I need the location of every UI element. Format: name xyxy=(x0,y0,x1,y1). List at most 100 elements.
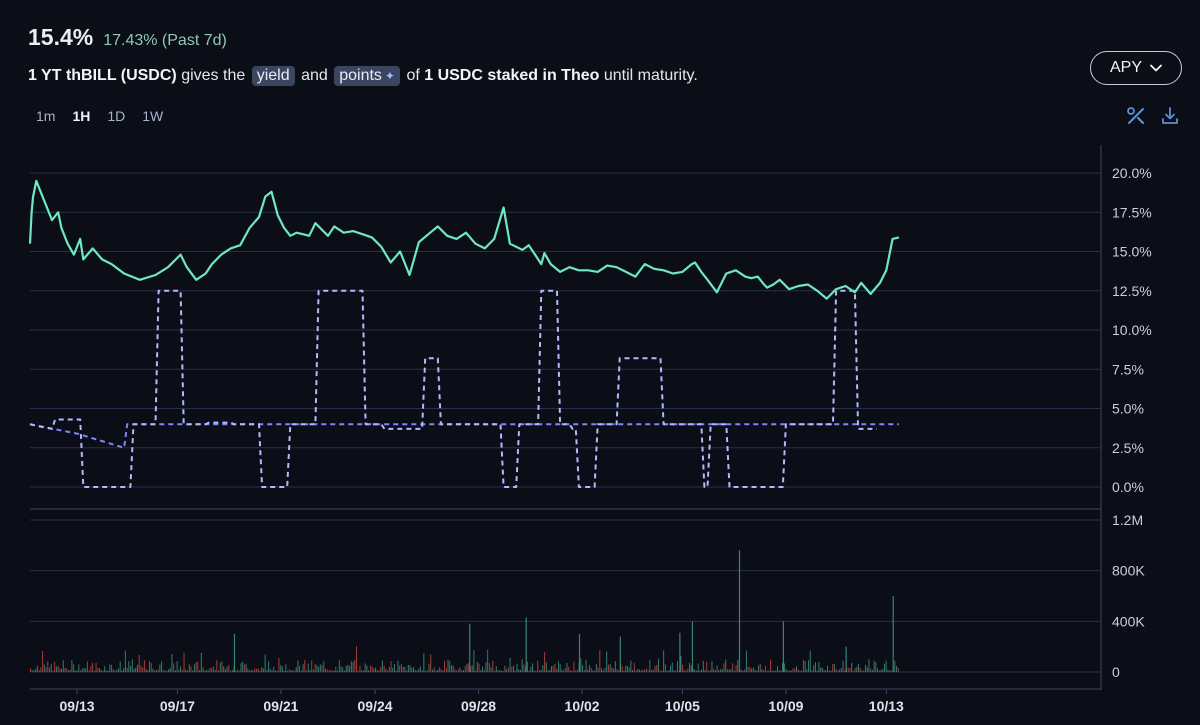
volume-bar xyxy=(851,662,853,672)
volume-bar xyxy=(274,670,276,672)
volume-bar xyxy=(388,666,390,672)
timeframe-1m[interactable]: 1m xyxy=(36,108,56,124)
y-tick-label: 12.5% xyxy=(1112,283,1152,299)
timeframe-1w[interactable]: 1W xyxy=(142,108,164,124)
volume-bar xyxy=(368,670,370,672)
volume-bar xyxy=(644,669,646,672)
volume-bar xyxy=(645,668,647,672)
volume-tick-label: 1.2M xyxy=(1112,512,1143,528)
metric-dropdown-label: APY xyxy=(1109,59,1142,76)
volume-bar xyxy=(173,663,175,672)
x-tick-label: 10/13 xyxy=(869,698,904,714)
volume-bar xyxy=(288,669,290,672)
volume-bar xyxy=(837,670,839,672)
metric-dropdown[interactable]: APY xyxy=(1090,51,1182,85)
volume-bar xyxy=(47,661,49,672)
volume-bar xyxy=(395,670,397,672)
volume-bar xyxy=(535,670,537,672)
volume-bar xyxy=(894,660,896,672)
volume-bar xyxy=(652,669,654,672)
volume-bar xyxy=(661,670,663,672)
volume-bar xyxy=(99,668,101,672)
volume-bar xyxy=(231,669,233,672)
volume-bar xyxy=(450,665,452,672)
points-pill[interactable]: points ✦ xyxy=(334,66,400,86)
volume-bar xyxy=(725,659,727,672)
volume-bar xyxy=(559,664,561,672)
chevron-down-icon xyxy=(1150,64,1162,72)
volume-bar xyxy=(112,669,114,672)
volume-bar xyxy=(871,669,873,672)
volume-bar xyxy=(126,667,128,672)
timeframe-1h[interactable]: 1H xyxy=(72,108,91,124)
volume-bar xyxy=(176,661,178,672)
volume-bar xyxy=(545,662,547,672)
volume-bar xyxy=(78,664,80,672)
volume-bar xyxy=(219,662,221,672)
volume-bar xyxy=(490,667,492,672)
volume-bar xyxy=(758,665,760,672)
volume-bar xyxy=(814,662,816,672)
timeframe-selector: 1m 1H 1D 1W xyxy=(36,108,163,124)
volume-bar xyxy=(54,661,56,672)
volume-bar xyxy=(50,663,52,672)
volume-bar xyxy=(475,670,477,672)
volume-bar xyxy=(521,659,523,672)
volume-bar xyxy=(616,669,618,672)
volume-bar xyxy=(613,668,615,672)
volume-bar xyxy=(513,665,515,672)
sparkle-icon: ✦ xyxy=(384,69,395,83)
volume-bar xyxy=(48,667,50,672)
volume-bar xyxy=(540,669,542,672)
volume-bar xyxy=(449,661,451,672)
volume-bar xyxy=(471,665,473,672)
volume-bar xyxy=(721,668,723,672)
volume-bar xyxy=(830,670,832,672)
volume-bar xyxy=(205,670,207,672)
volume-bar xyxy=(80,670,82,672)
y-tick-label: 20.0% xyxy=(1112,165,1152,181)
yield-pill[interactable]: yield xyxy=(251,66,295,86)
desc-text-1: gives the xyxy=(181,67,246,84)
volume-bar xyxy=(238,670,240,672)
volume-bar xyxy=(582,665,584,672)
volume-bar xyxy=(604,668,606,672)
volume-bar xyxy=(792,668,794,672)
volume-spike xyxy=(892,596,894,672)
volume-bar xyxy=(695,670,697,672)
tools-icon[interactable] xyxy=(1126,106,1146,126)
volume-bar xyxy=(378,670,380,672)
volume-bar xyxy=(459,667,461,672)
download-icon[interactable] xyxy=(1160,106,1180,126)
volume-bar xyxy=(839,669,841,672)
volume-bar xyxy=(435,670,437,672)
volume-bar xyxy=(566,662,568,672)
volume-bar xyxy=(668,670,670,672)
volume-bar xyxy=(773,670,775,672)
timeframe-1d[interactable]: 1D xyxy=(107,108,126,124)
volume-bar xyxy=(369,665,371,672)
volume-bar xyxy=(169,667,171,672)
volume-bar xyxy=(299,665,301,672)
volume-bar xyxy=(790,670,792,672)
volume-bar xyxy=(418,668,420,672)
volume-bar xyxy=(335,666,337,672)
volume-bar xyxy=(887,669,889,672)
volume-bar xyxy=(302,664,304,672)
volume-bar xyxy=(297,660,299,672)
volume-bar xyxy=(680,656,682,672)
volume-bar xyxy=(242,661,244,672)
volume-bar xyxy=(870,668,872,672)
volume-bar xyxy=(52,670,54,672)
volume-bar xyxy=(123,667,125,672)
volume-bar xyxy=(202,667,204,672)
volume-bar xyxy=(464,665,466,672)
axes: 20.0% 17.5% 15.0% 12.5% 10.0% 7.5% 5.0% 2.5% 0.0… xyxy=(60,165,1152,714)
volume-bar xyxy=(804,660,806,672)
volume-bar xyxy=(718,670,720,672)
volume-bar xyxy=(295,667,297,672)
volume-bar xyxy=(847,667,849,672)
volume-bar xyxy=(356,646,358,672)
volume-bar xyxy=(706,661,708,672)
